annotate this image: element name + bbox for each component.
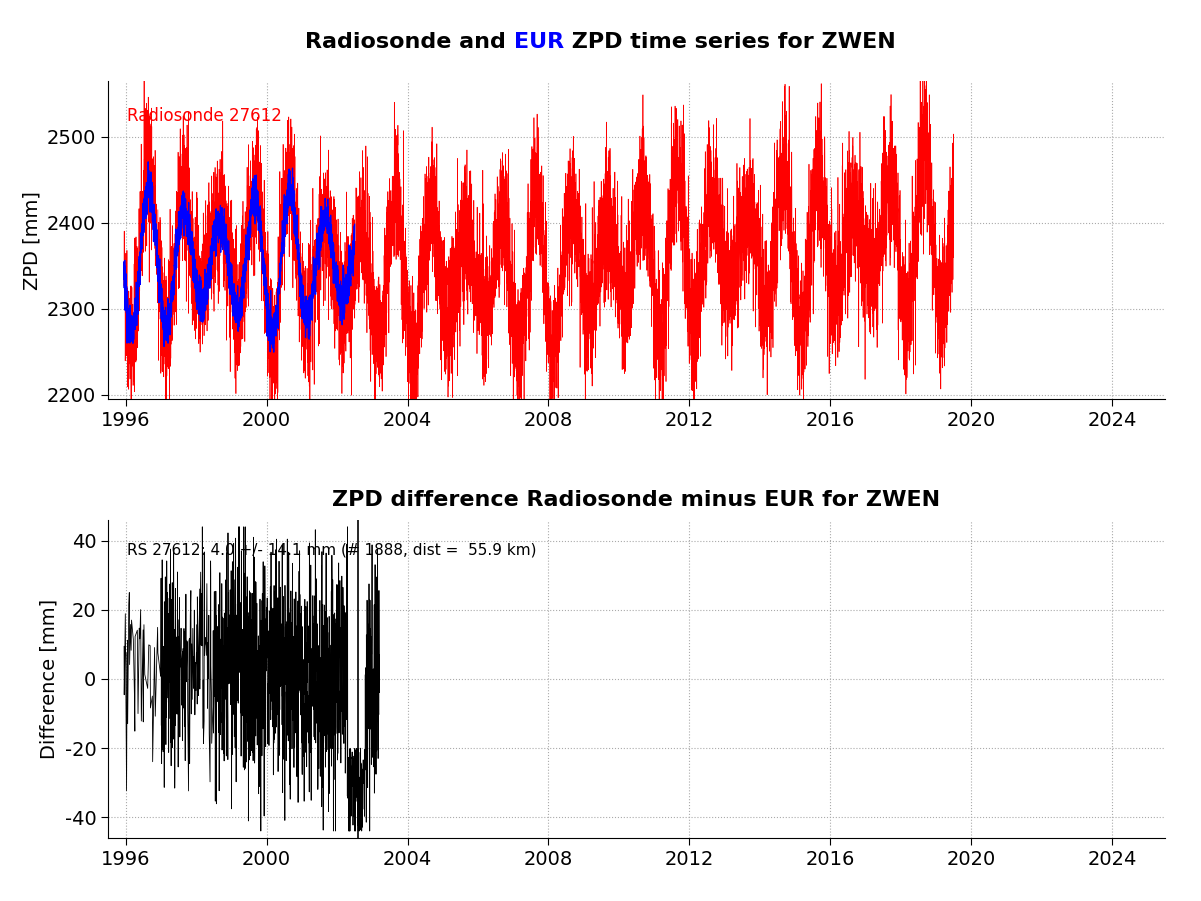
- Y-axis label: ZPD [mm]: ZPD [mm]: [23, 191, 41, 289]
- Text: ZPD time series for ZWEN: ZPD time series for ZWEN: [564, 32, 896, 52]
- Text: Radiosonde and: Radiosonde and: [305, 32, 514, 52]
- Text: EUR: EUR: [514, 32, 564, 52]
- Title: ZPD difference Radiosonde minus EUR for ZWEN: ZPD difference Radiosonde minus EUR for …: [333, 490, 940, 510]
- Text: RS 27612: 4.0 +/- 14.1 mm (# 1888, dist =  55.9 km): RS 27612: 4.0 +/- 14.1 mm (# 1888, dist …: [127, 542, 537, 557]
- Y-axis label: Difference [mm]: Difference [mm]: [40, 599, 59, 759]
- Text: Radiosonde 27612: Radiosonde 27612: [127, 106, 282, 124]
